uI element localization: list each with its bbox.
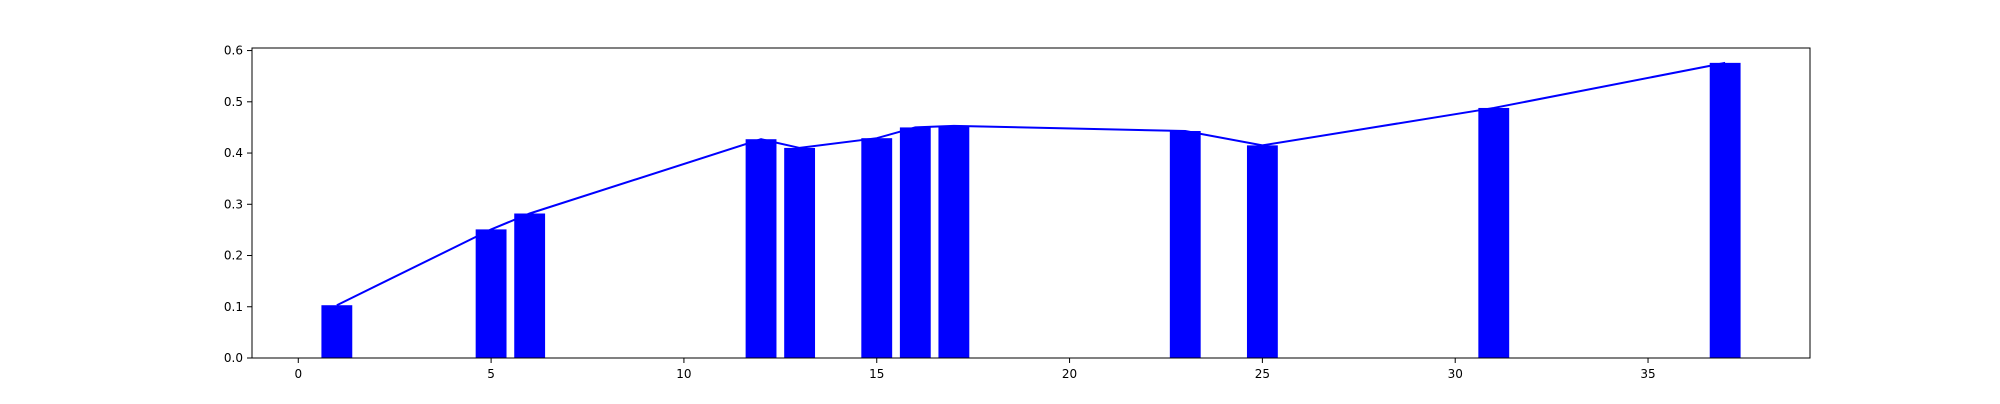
bar [321, 305, 353, 358]
x-tick-label: 30 [1448, 367, 1463, 381]
x-tick-label: 15 [869, 367, 884, 381]
series-line [336, 61, 1726, 307]
bar [784, 147, 816, 358]
bar [1169, 131, 1201, 358]
y-tick-label: 0.1 [224, 300, 243, 314]
bar [861, 138, 893, 358]
bar [475, 229, 507, 358]
axes-layer: 0 5 10 15 20 25 30 35 0.0 0.1 0.2 0.3 0.4 0.5 0.6 [224, 44, 1811, 381]
y-tick-label: 0.5 [224, 95, 243, 109]
y-tick-label: 0.3 [224, 197, 243, 211]
x-tick-label: 5 [487, 367, 495, 381]
axes-frame [251, 47, 1811, 359]
x-tick-label: 10 [676, 367, 691, 381]
y-tick-label: 0.0 [224, 351, 243, 365]
bars-layer [321, 62, 1741, 359]
bar [1709, 62, 1741, 359]
x-tick-label: 0 [294, 367, 302, 381]
bar [899, 127, 931, 358]
bar [1478, 107, 1510, 358]
y-tick-label: 0.2 [224, 249, 243, 263]
line-layer [336, 61, 1726, 307]
y-tick-label: 0.6 [224, 44, 243, 58]
bar [514, 213, 546, 358]
bar [745, 139, 777, 358]
x-tick-label: 25 [1255, 367, 1270, 381]
x-tick-label: 35 [1640, 367, 1655, 381]
bar [938, 125, 970, 358]
y-tick-label: 0.4 [224, 146, 243, 160]
bar [1246, 145, 1278, 358]
x-tick-label: 20 [1062, 367, 1077, 381]
